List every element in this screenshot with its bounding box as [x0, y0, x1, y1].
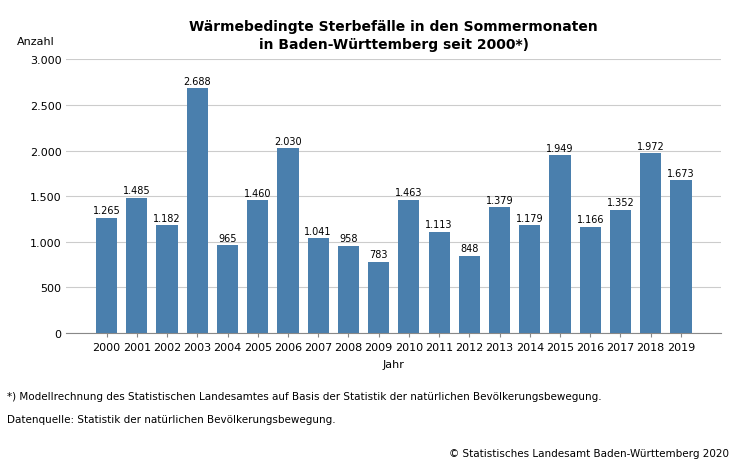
Text: 1.463: 1.463 — [395, 188, 422, 198]
Text: 1.673: 1.673 — [667, 169, 695, 179]
Bar — [428, 232, 450, 333]
Text: 1.485: 1.485 — [123, 186, 151, 196]
Bar — [610, 210, 631, 333]
Text: 783: 783 — [369, 250, 388, 260]
Text: 1.113: 1.113 — [425, 220, 453, 230]
Text: 1.265: 1.265 — [93, 206, 121, 216]
Text: Anzahl: Anzahl — [17, 37, 55, 46]
Bar — [550, 156, 570, 333]
Text: 2.030: 2.030 — [274, 136, 302, 146]
Text: 848: 848 — [460, 244, 478, 254]
Bar — [580, 227, 601, 333]
Bar — [247, 200, 269, 333]
Text: 1.460: 1.460 — [244, 188, 272, 198]
Text: Datenquelle: Statistik der natürlichen Bevölkerungsbewegung.: Datenquelle: Statistik der natürlichen B… — [7, 414, 336, 425]
Bar — [670, 181, 692, 333]
Bar — [157, 226, 177, 333]
Text: 1.182: 1.182 — [153, 213, 181, 224]
Text: 2.688: 2.688 — [183, 76, 211, 86]
X-axis label: Jahr: Jahr — [383, 359, 405, 369]
Text: 965: 965 — [219, 233, 237, 243]
Text: 958: 958 — [339, 234, 358, 244]
Bar — [489, 208, 510, 333]
Title: Wärmebedingte Sterbefälle in den Sommermonaten
in Baden-Württemberg seit 2000*): Wärmebedingte Sterbefälle in den Sommerm… — [189, 20, 598, 52]
Bar — [398, 200, 420, 333]
Bar — [459, 256, 480, 333]
Text: 1.972: 1.972 — [637, 142, 665, 151]
Bar — [519, 226, 540, 333]
Text: 1.041: 1.041 — [305, 226, 332, 236]
Bar — [338, 246, 359, 333]
Bar — [368, 262, 389, 333]
Text: 1.379: 1.379 — [486, 195, 514, 206]
Bar — [217, 245, 238, 333]
Text: 1.949: 1.949 — [546, 144, 574, 154]
Bar — [127, 198, 147, 333]
Bar — [640, 154, 661, 333]
Bar — [187, 88, 208, 333]
Text: 1.166: 1.166 — [576, 215, 604, 225]
Text: © Statistisches Landesamt Baden-Württemberg 2020: © Statistisches Landesamt Baden-Württemb… — [449, 448, 729, 458]
Bar — [308, 238, 329, 333]
Bar — [277, 149, 299, 333]
Text: 1.352: 1.352 — [606, 198, 634, 208]
Text: 1.179: 1.179 — [516, 214, 544, 224]
Text: *) Modellrechnung des Statistischen Landesamtes auf Basis der Statistik der natü: *) Modellrechnung des Statistischen Land… — [7, 391, 602, 401]
Bar — [96, 218, 117, 333]
